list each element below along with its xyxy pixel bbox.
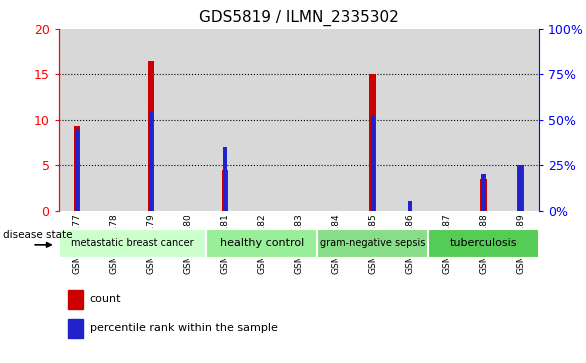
Bar	[517, 165, 524, 211]
Bar	[222, 170, 229, 211]
FancyBboxPatch shape	[428, 229, 539, 258]
Bar	[169, 29, 206, 211]
Bar	[407, 201, 412, 211]
Bar	[74, 126, 80, 211]
FancyBboxPatch shape	[318, 229, 428, 258]
FancyBboxPatch shape	[59, 229, 206, 258]
Bar	[391, 29, 428, 211]
Bar	[149, 111, 153, 211]
Title: GDS5819 / ILMN_2335302: GDS5819 / ILMN_2335302	[199, 10, 398, 26]
Text: healthy control: healthy control	[220, 238, 304, 248]
Bar	[318, 29, 355, 211]
Bar	[132, 29, 169, 211]
Bar	[206, 29, 243, 211]
Text: count: count	[90, 294, 121, 304]
Text: tuberculosis: tuberculosis	[450, 238, 517, 248]
Bar	[223, 147, 227, 211]
Bar	[428, 29, 465, 211]
Bar	[355, 29, 391, 211]
Bar	[75, 129, 79, 211]
Bar	[68, 290, 83, 309]
Bar	[465, 29, 502, 211]
Bar	[502, 29, 539, 211]
Text: disease state: disease state	[3, 230, 73, 240]
Bar	[481, 179, 487, 211]
Bar	[243, 29, 280, 211]
Text: percentile rank within the sample: percentile rank within the sample	[90, 323, 278, 333]
Bar	[68, 319, 83, 338]
Bar	[148, 61, 154, 211]
Bar	[96, 29, 132, 211]
Bar	[280, 29, 318, 211]
Bar	[369, 74, 376, 211]
Text: metastatic breast cancer: metastatic breast cancer	[71, 238, 194, 248]
Bar	[482, 174, 486, 211]
Bar	[370, 116, 375, 211]
Bar	[519, 165, 523, 211]
Text: gram-negative sepsis: gram-negative sepsis	[320, 238, 425, 248]
FancyBboxPatch shape	[206, 229, 318, 258]
Bar	[59, 29, 96, 211]
